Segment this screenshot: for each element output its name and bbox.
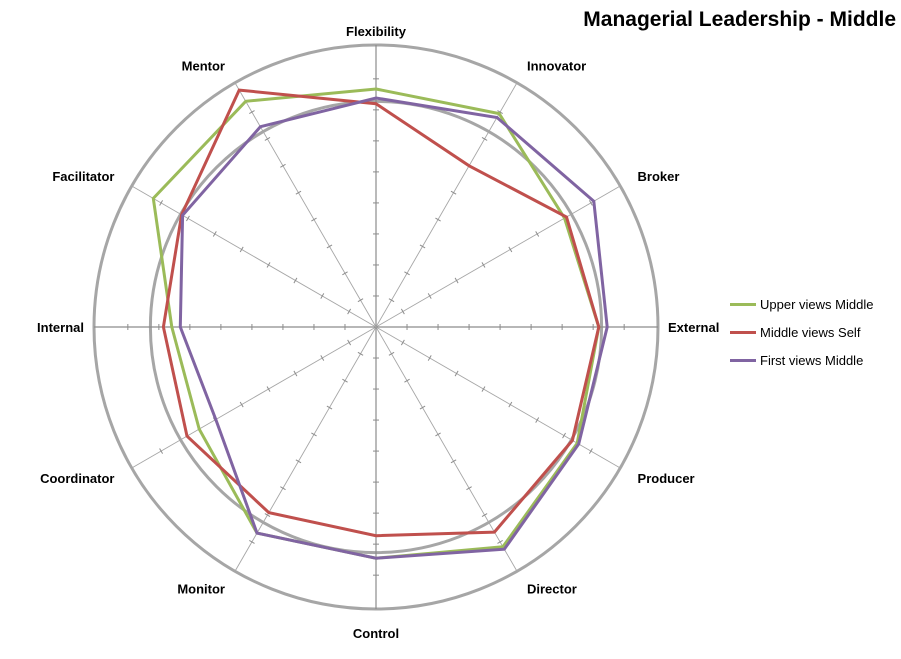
axis-tick-2-1	[400, 308, 405, 315]
category-label-6: Control	[353, 626, 399, 641]
axis-tick-1-8	[497, 110, 503, 115]
legend-swatch-first	[730, 358, 756, 362]
axis-tick-8-4	[266, 386, 271, 392]
axis-spoke-2	[375, 185, 621, 328]
axis-tick-4-6	[535, 417, 540, 423]
axis-tick-4-2	[427, 355, 432, 361]
axis-tick-2-8	[588, 200, 593, 206]
axis-tick-10-2	[320, 293, 325, 299]
axis-tick-7-6	[280, 486, 286, 491]
axis-tick-4-3	[454, 370, 459, 377]
legend: Upper views Middle Middle views Self Fir…	[730, 290, 873, 374]
axis-tick-5-6	[466, 486, 472, 491]
axis-tick-11-1	[357, 298, 364, 303]
legend-label-upper: Upper views Middle	[760, 296, 874, 312]
legend-item-upper: Upper views Middle	[730, 290, 873, 318]
category-label-8: Coordinator	[40, 471, 114, 486]
axis-tick-8-8	[159, 448, 164, 454]
axis-tick-8-2	[320, 355, 325, 361]
axis-spoke-5	[375, 326, 518, 572]
axis-tick-5-8	[497, 539, 503, 544]
axis-tick-11-8	[249, 110, 255, 115]
category-label-7: Monitor	[177, 582, 225, 597]
series-line-2	[178, 96, 609, 560]
axis-tick-1-4	[435, 217, 441, 222]
category-label-1: Innovator	[527, 58, 586, 73]
axis-tick-11-2	[342, 271, 348, 276]
axis-tick-8-3	[293, 370, 298, 377]
axis-spoke-11	[234, 82, 377, 328]
axis-tick-11-6	[280, 163, 286, 168]
category-label-0: Flexibility	[346, 24, 407, 39]
axis-tick-2-2	[427, 293, 432, 299]
category-label-11: Mentor	[182, 58, 225, 73]
axis-tick-2-3	[454, 277, 459, 284]
axis-tick-11-5	[295, 190, 302, 195]
axis-tick-1-2	[404, 271, 410, 276]
axis-tick-2-4	[481, 262, 486, 268]
axis-tick-7-1	[357, 351, 364, 356]
category-label-2: Broker	[638, 169, 680, 184]
axis-tick-2-6	[535, 231, 540, 237]
axis-tick-4-7	[562, 432, 566, 439]
axis-tick-5-3	[419, 405, 426, 410]
axis-spoke-8	[131, 326, 377, 469]
axis-tick-10-1	[347, 308, 352, 315]
axis-tick-5-5	[450, 459, 457, 464]
axis-tick-11-4	[311, 217, 317, 222]
axis-tick-4-8	[588, 448, 593, 454]
axis-tick-7-3	[326, 405, 333, 410]
axis-spoke-1	[375, 82, 518, 328]
axis-spoke-10	[131, 185, 377, 328]
axis-tick-1-3	[419, 244, 426, 249]
category-label-3: External	[668, 320, 719, 335]
axis-tick-5-2	[404, 378, 410, 383]
legend-label-first: First views Middle	[760, 352, 864, 368]
axis-tick-4-4	[481, 386, 486, 392]
axis-tick-10-4	[266, 262, 271, 268]
axis-tick-4-5	[508, 401, 513, 408]
category-label-9: Internal	[37, 320, 84, 335]
axis-tick-11-3	[326, 244, 333, 249]
axis-tick-1-1	[388, 298, 395, 303]
legend-item-first: First views Middle	[730, 346, 873, 374]
axis-tick-11-7	[264, 137, 271, 141]
axis-tick-10-3	[293, 277, 298, 284]
axis-tick-10-6	[212, 231, 217, 237]
legend-swatch-self	[730, 330, 756, 334]
axis-tick-5-7	[481, 513, 488, 517]
axis-tick-7-5	[295, 459, 302, 464]
category-label-4: Producer	[638, 471, 695, 486]
axis-tick-8-1	[347, 339, 352, 346]
legend-label-self: Middle views Self	[760, 324, 861, 340]
category-label-10: Facilitator	[52, 169, 114, 184]
axis-tick-4-1	[400, 339, 405, 346]
legend-swatch-upper	[730, 302, 756, 306]
axis-tick-2-5	[508, 246, 513, 253]
axis-tick-10-7	[186, 215, 190, 222]
axis-tick-7-7	[264, 513, 271, 517]
axis-spoke-7	[234, 326, 377, 572]
category-label-5: Director	[527, 582, 577, 597]
axis-tick-7-4	[311, 432, 317, 437]
axis-tick-1-7	[481, 137, 488, 141]
axis-tick-8-5	[239, 401, 244, 408]
axis-tick-7-2	[342, 378, 348, 383]
axis-tick-5-4	[435, 432, 441, 437]
axis-tick-7-8	[249, 539, 255, 544]
axis-tick-5-1	[388, 351, 395, 356]
axis-tick-10-8	[159, 200, 164, 206]
legend-item-self: Middle views Self	[730, 318, 873, 346]
chart-title: Managerial Leadership - Middle	[583, 8, 896, 31]
axis-tick-1-5	[450, 190, 457, 195]
axis-tick-10-5	[239, 246, 244, 253]
